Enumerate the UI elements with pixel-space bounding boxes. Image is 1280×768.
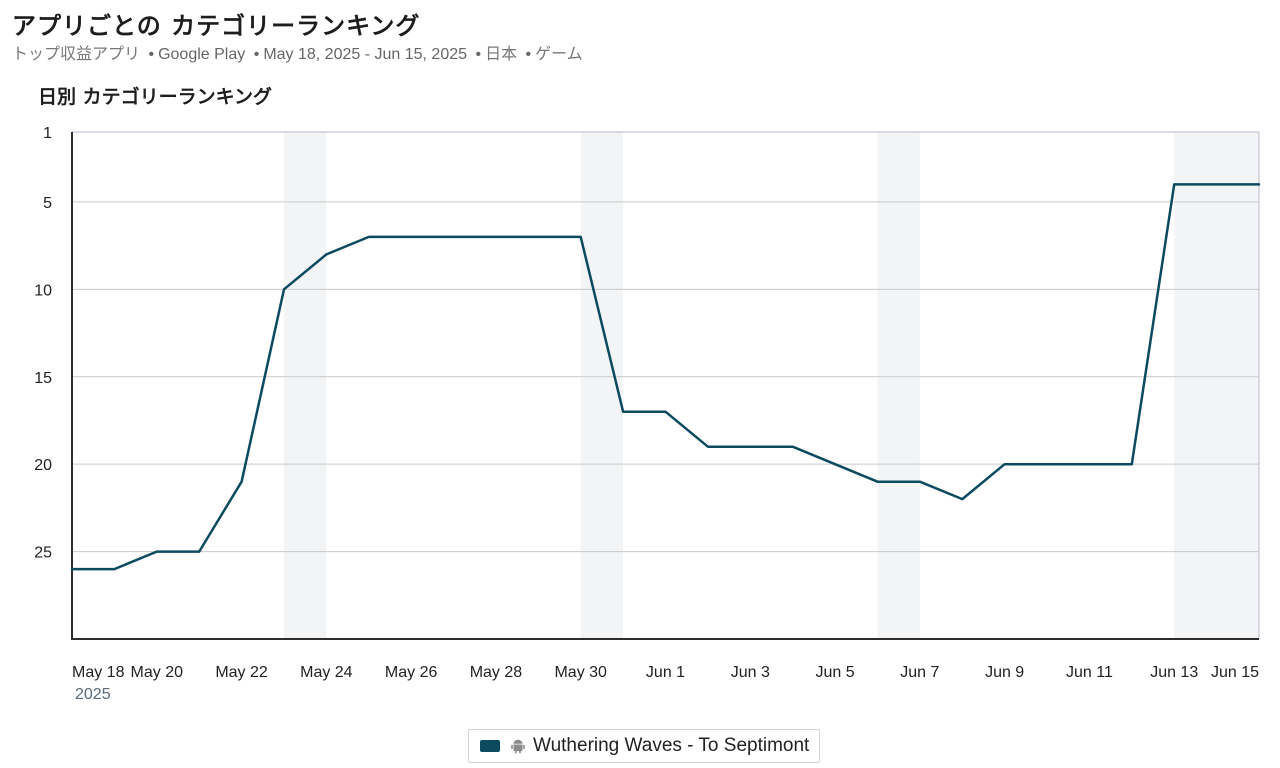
page-subtitle: トップ収益アプリ • Google Play • May 18, 2025 - Ju… bbox=[12, 40, 583, 64]
x-tick-label: May 20 bbox=[131, 664, 184, 681]
y-tick-label: 5 bbox=[43, 195, 52, 212]
x-tick-label: Jun 3 bbox=[731, 664, 770, 681]
x-tick-label: Jun 11 bbox=[1066, 664, 1113, 681]
subtitle-category: ゲーム bbox=[535, 44, 583, 63]
subtitle-separator: • bbox=[148, 46, 155, 63]
android-icon bbox=[511, 739, 525, 754]
x-tick-label: May 18 bbox=[72, 664, 125, 681]
subtitle-separator: • bbox=[253, 46, 260, 63]
legend-label: Wuthering Waves - To Septimont bbox=[533, 735, 810, 756]
y-tick-label: 15 bbox=[34, 370, 52, 387]
x-tick-label: Jun 7 bbox=[900, 664, 939, 681]
y-tick-label: 25 bbox=[34, 545, 52, 562]
page-title: アプリごとの カテゴリーランキング bbox=[12, 11, 421, 40]
y-tick-label: 1 bbox=[43, 125, 52, 142]
x-tick-label: May 28 bbox=[470, 664, 523, 681]
legend-item[interactable]: Wuthering Waves - To Septimont bbox=[468, 729, 820, 763]
x-tick-label: Jun 15 bbox=[1211, 664, 1259, 681]
weekend-band bbox=[283, 132, 327, 639]
x-tick-label: Jun 1 bbox=[646, 664, 685, 681]
subtitle-separator: • bbox=[525, 46, 532, 63]
x-tick-label: Jun 13 bbox=[1150, 664, 1198, 681]
y-tick-label: 20 bbox=[34, 457, 52, 474]
x-tick-label: Jun 5 bbox=[816, 664, 855, 681]
x-tick-label: Jun 9 bbox=[985, 664, 1024, 681]
x-tick-label: May 26 bbox=[385, 664, 438, 681]
subtitle-dates: May 18, 2025 - Jun 15, 2025 bbox=[263, 46, 468, 63]
x-year-label: 2025 bbox=[75, 686, 111, 703]
legend-swatch bbox=[480, 740, 500, 752]
x-tick-label: May 22 bbox=[215, 664, 268, 681]
subtitle-store: Google Play bbox=[158, 46, 246, 63]
y-tick-label: 10 bbox=[34, 282, 52, 299]
weekend-band bbox=[877, 132, 920, 639]
chart-title: 日別 カテゴリーランキング bbox=[38, 86, 273, 108]
series-line bbox=[70, 183, 1261, 571]
subtitle-metric: トップ収益アプリ bbox=[12, 44, 141, 63]
x-tick-label: May 30 bbox=[554, 664, 607, 681]
subtitle-country: 日本 bbox=[485, 44, 518, 63]
subtitle-separator: • bbox=[475, 46, 482, 63]
weekend-band bbox=[1174, 132, 1259, 639]
x-tick-label: May 24 bbox=[300, 664, 353, 681]
